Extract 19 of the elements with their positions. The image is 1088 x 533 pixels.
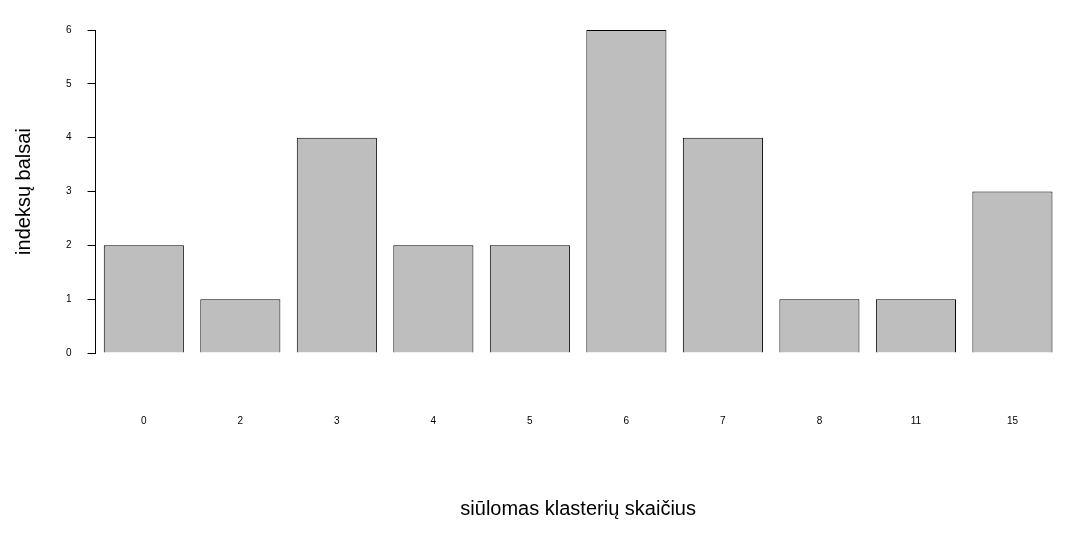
y-tick-label: 0 xyxy=(66,346,72,358)
y-axis-title: indeksų balsai xyxy=(11,128,34,255)
x-tick-label: 11 xyxy=(910,414,922,426)
x-tick-label: 8 xyxy=(816,414,823,426)
x-tick-label: 2 xyxy=(237,414,244,426)
y-tick-label: 5 xyxy=(66,77,72,89)
x-tick-label: 6 xyxy=(623,414,630,426)
y-tick-label: 3 xyxy=(66,185,72,197)
y-tick-label: 2 xyxy=(66,239,72,251)
x-tick-label: 5 xyxy=(527,414,534,426)
x-tick-label: 7 xyxy=(720,414,727,426)
x-tick-label: 15 xyxy=(1006,414,1019,426)
x-tick-label: 0 xyxy=(141,414,148,426)
x-tick-label: 4 xyxy=(430,414,437,426)
y-tick-label: 1 xyxy=(66,292,72,304)
y-tick-label: 6 xyxy=(66,23,72,35)
y-tick-label: 4 xyxy=(66,131,72,143)
x-axis-title: siūlomas klasterių skaičius xyxy=(460,496,696,519)
x-tick-label: 3 xyxy=(334,414,341,426)
